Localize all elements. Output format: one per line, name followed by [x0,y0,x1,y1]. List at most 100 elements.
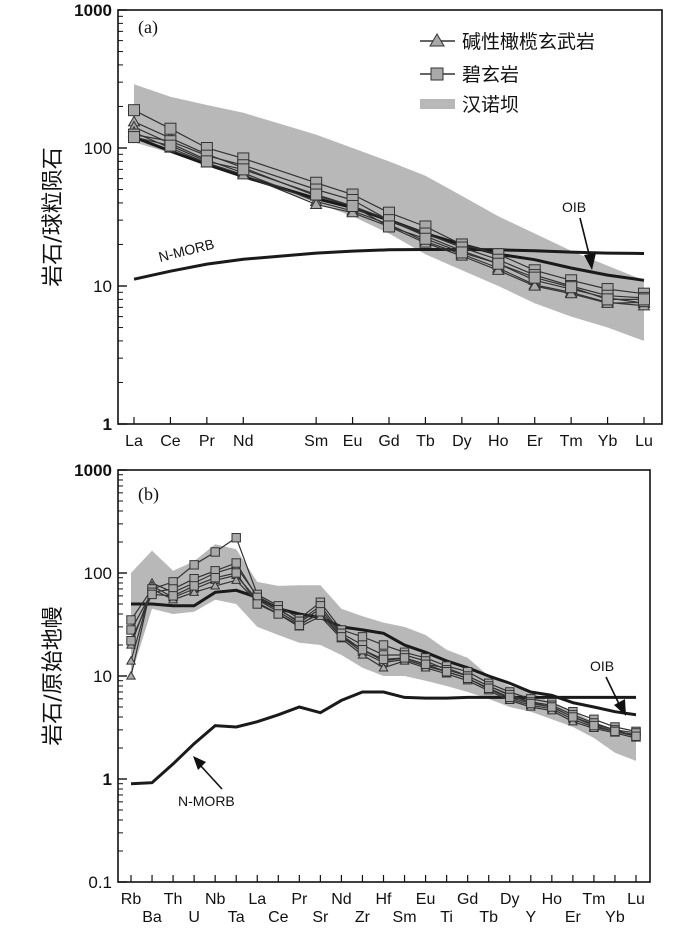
data-point-square [126,625,136,635]
panel-b-oib-arrow [605,676,621,707]
data-point-square [419,232,432,245]
legend: 碱性橄榄玄武岩 碧玄岩 汉诺坝 [420,31,595,116]
data-point-triangle [231,575,242,584]
data-point-square [231,558,241,568]
data-point-square [164,122,177,135]
x-tick-label-ba: Ba [142,909,162,926]
data-point-square [631,731,641,741]
data-point-square [231,568,241,578]
legend-basanite-label: 碧玄岩 [462,64,519,86]
panel-a-x-ticks: La Ce Pr Nd Sm Eu Gd Tb Dy Ho Er Tm Yb Lu [125,417,653,450]
data-point-square [528,271,541,284]
x-tick-label-la: La [125,433,143,450]
data-point-square [315,607,326,617]
y-tick-label: 10 [93,667,112,686]
data-point-triangle [378,662,389,672]
data-point-square [210,547,220,557]
series-line [133,134,645,299]
x-tick-label-dy: Dy [452,433,472,450]
x-tick-label-tm: Tm [560,433,583,450]
data-point-triangle [189,587,200,596]
data-point-square [310,188,323,201]
data-point-square [378,640,389,650]
y-tick-label: 100 [84,139,112,158]
panel-a-nmorb-annotation: N-MORB [157,236,216,265]
data-point-square [420,659,431,669]
panel-b-oib-annotation: OIB [590,658,614,674]
data-point-square [164,139,177,152]
x-tick-label-tm: Tm [582,891,605,908]
x-tick-label-y: Y [525,909,536,926]
data-point-square [565,281,578,294]
data-point-square [357,632,368,642]
x-tick-label-gd: Gd [457,891,478,908]
data-point-square [357,645,368,655]
series-line [133,109,645,295]
data-point-square [128,104,140,117]
data-point-square [505,692,515,703]
x-tick-label-ce: Ce [268,909,289,926]
x-tick-label-lu: Lu [627,891,645,908]
series-basanite-5 [128,131,650,306]
series-line [133,121,645,304]
legend-hannuoba: 汉诺坝 [420,94,519,116]
x-tick-label-dy: Dy [500,891,520,908]
y-tick-label: 1 [103,770,112,789]
data-point-square [638,293,650,306]
x-tick-label-sm: Sm [304,433,328,450]
panel-a-label: (a) [138,17,158,38]
legend-triangle-marker [429,33,445,47]
data-point-square [252,599,262,609]
data-point-square [568,712,578,722]
x-tick-label-tb: Tb [416,433,435,450]
panel-b-plot-area [125,533,642,786]
data-point-square [462,673,473,683]
series-line [133,136,644,300]
reference-line-nmorb [133,248,645,281]
data-point-square [526,698,536,709]
x-tick-label-ta: Ta [228,909,245,926]
data-point-square [589,720,599,731]
data-point-square [383,220,395,233]
x-tick-label-tb: Tb [479,909,498,926]
x-tick-label-th: Th [164,891,183,908]
data-point-square [126,636,136,646]
x-tick-label-er: Er [527,433,544,450]
y-tick-label: 10 [93,277,112,296]
data-point-square [189,581,199,591]
data-point-triangle [125,655,137,665]
panel-a-oib-annotation: OIB [562,199,586,215]
x-tick-label-zr: Zr [355,909,371,926]
panel-b-label: (b) [138,484,159,505]
legend-alkali-basalt-label: 碱性橄榄玄武岩 [462,31,595,53]
data-point-square [601,293,614,306]
legend-basanite: 碧玄岩 [420,64,519,86]
panel-a-plot-area [127,84,651,341]
data-point-square [346,199,359,212]
data-point-square [200,155,213,168]
x-tick-label-nd: Nd [233,433,253,450]
data-point-triangle [357,649,368,659]
x-tick-label-ho: Ho [488,433,509,450]
x-tick-label-sr: Sr [312,909,329,926]
reference-line-oib [131,588,637,717]
legend-alkali-basalt: 碱性橄榄玄武岩 [420,31,595,53]
series-basanite-5 [126,568,641,741]
data-point-square [399,653,410,663]
x-tick-label-ti: Ti [440,909,453,926]
x-tick-label-ho: Ho [542,891,563,908]
legend-square-marker [430,67,444,81]
x-tick-label-sm: Sm [393,909,417,926]
x-tick-label-er: Er [565,909,582,926]
x-tick-label-hf: Hf [376,891,393,908]
data-point-triangle [210,580,221,590]
data-point-square [492,257,505,270]
data-point-square [126,615,136,625]
x-tick-label-gd: Gd [378,433,399,450]
y-tick-label: 0.1 [88,873,112,892]
y-tick-label: 1 [103,415,112,434]
data-point-square [237,163,250,176]
legend-hannuoba-label: 汉诺坝 [462,94,519,116]
